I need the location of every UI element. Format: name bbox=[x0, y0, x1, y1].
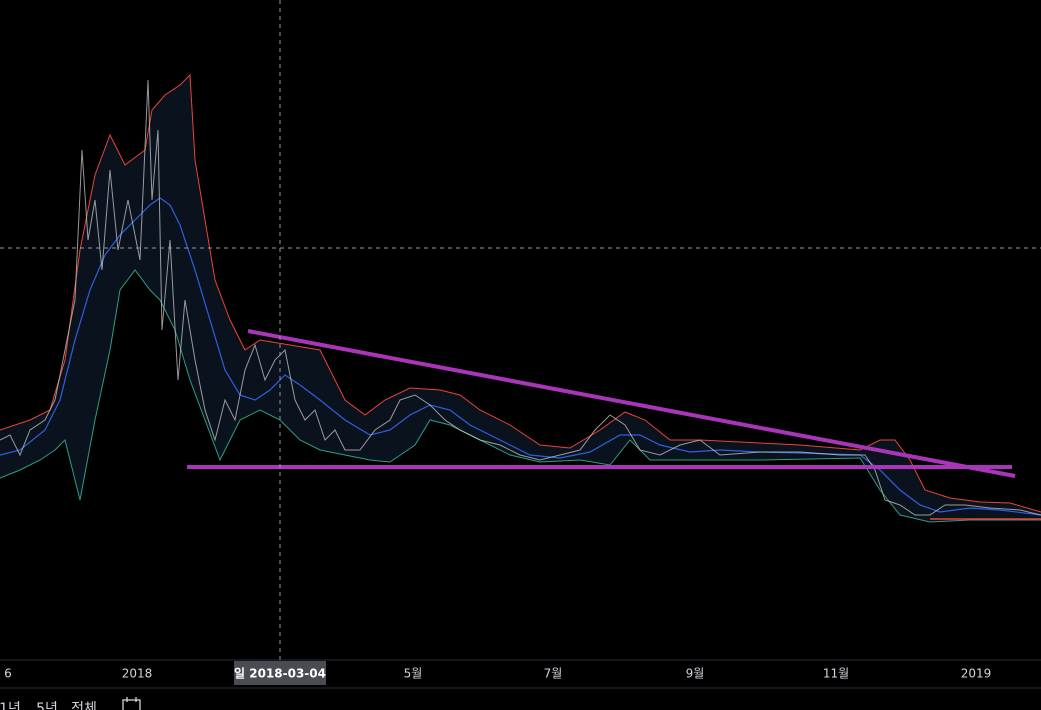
x-axis-label: 11월 bbox=[823, 667, 849, 681]
x-axis-label: 2018 bbox=[122, 667, 153, 681]
x-axis-label: 9월 bbox=[686, 667, 705, 681]
crosshair-label: 일 2018-03-04 bbox=[234, 667, 326, 681]
lower-band bbox=[0, 269, 1041, 523]
descending-trendline bbox=[247, 329, 1016, 478]
x-axis-labels: 6 2018 5월 7월 9월 11월 2019 bbox=[4, 667, 991, 681]
range-button[interactable]: 전체 bbox=[71, 701, 97, 710]
x-axis-label: 5월 bbox=[404, 667, 423, 681]
calendar-icon[interactable] bbox=[122, 697, 141, 710]
x-axis-label: 2019 bbox=[961, 667, 992, 681]
range-button[interactable]: 1년 bbox=[0, 701, 21, 710]
x-axis-label: 6 bbox=[4, 667, 12, 681]
price-line bbox=[0, 79, 1041, 516]
range-button[interactable]: 5년 bbox=[36, 701, 58, 710]
crosshair-label-box bbox=[234, 661, 326, 685]
x-axis-label: 7월 bbox=[544, 667, 563, 681]
toolbar: 1년 5년 전체 bbox=[0, 701, 97, 710]
